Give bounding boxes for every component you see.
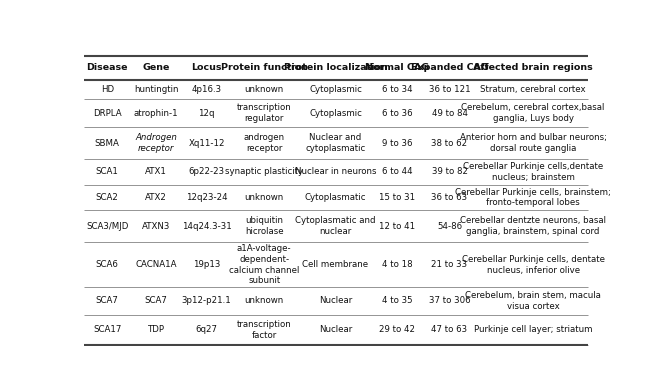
Text: 36 to 121: 36 to 121 xyxy=(429,85,470,94)
Text: 4p16.3: 4p16.3 xyxy=(191,85,221,94)
Text: Cerebellar dentzte neurons, basal
ganglia, brainstem, spinal cord: Cerebellar dentzte neurons, basal gangli… xyxy=(460,216,606,236)
Text: Disease: Disease xyxy=(86,63,128,72)
Text: ATX2: ATX2 xyxy=(145,193,167,202)
Text: SBMA: SBMA xyxy=(95,138,120,148)
Text: 12q: 12q xyxy=(198,109,215,118)
Text: 38 to 62: 38 to 62 xyxy=(432,138,468,148)
Text: atrophin-1: atrophin-1 xyxy=(134,109,179,118)
Text: 6q27: 6q27 xyxy=(196,325,217,334)
Text: Protein localization: Protein localization xyxy=(284,63,387,72)
Text: unknown: unknown xyxy=(245,85,284,94)
Text: Nuclear: Nuclear xyxy=(319,296,352,305)
Text: Cerebellar Purkinje cells,dentate
nucleus; brainstem: Cerebellar Purkinje cells,dentate nucleu… xyxy=(463,162,603,182)
Text: 12 to 41: 12 to 41 xyxy=(379,222,415,231)
Text: 12q23-24: 12q23-24 xyxy=(186,193,227,202)
Text: 4 to 18: 4 to 18 xyxy=(382,260,413,269)
Text: SCA7: SCA7 xyxy=(145,296,168,305)
Text: Expanded CAG: Expanded CAG xyxy=(411,63,489,72)
Text: DRPLA: DRPLA xyxy=(93,109,122,118)
Text: HD: HD xyxy=(101,85,114,94)
Text: CACNA1A: CACNA1A xyxy=(136,260,177,269)
Text: SCA3/MJD: SCA3/MJD xyxy=(86,222,128,231)
Text: 6p22-23: 6p22-23 xyxy=(189,167,225,177)
Text: 6 to 36: 6 to 36 xyxy=(382,109,413,118)
Text: Purkinje cell layer; striatum: Purkinje cell layer; striatum xyxy=(474,325,592,334)
Text: transcription
factor: transcription factor xyxy=(237,320,291,340)
Text: 47 to 63: 47 to 63 xyxy=(432,325,468,334)
Text: SCA2: SCA2 xyxy=(96,193,119,202)
Text: 6 to 34: 6 to 34 xyxy=(382,85,413,94)
Text: SCA7: SCA7 xyxy=(96,296,119,305)
Text: 14q24.3-31: 14q24.3-31 xyxy=(181,222,231,231)
Text: unknown: unknown xyxy=(245,193,284,202)
Text: 15 to 31: 15 to 31 xyxy=(379,193,415,202)
Text: 54-86: 54-86 xyxy=(437,222,462,231)
Text: ATXN3: ATXN3 xyxy=(142,222,170,231)
Text: synaptic plasticity: synaptic plasticity xyxy=(225,167,303,177)
Text: androgen
receptor: androgen receptor xyxy=(244,133,285,153)
Text: Cytoplasmatic: Cytoplasmatic xyxy=(305,193,366,202)
Text: ubiquitin
hicrolase: ubiquitin hicrolase xyxy=(245,216,284,236)
Text: TDP: TDP xyxy=(148,325,164,334)
Text: transcription
regulator: transcription regulator xyxy=(237,103,291,123)
Text: SCA6: SCA6 xyxy=(96,260,119,269)
Text: Cell membrane: Cell membrane xyxy=(303,260,369,269)
Text: SCA1: SCA1 xyxy=(96,167,119,177)
Text: 21 to 33: 21 to 33 xyxy=(432,260,468,269)
Text: Cytoplasmatic and
nuclear: Cytoplasmatic and nuclear xyxy=(295,216,376,236)
Text: SCA17: SCA17 xyxy=(93,325,121,334)
Text: 37 to 306: 37 to 306 xyxy=(429,296,470,305)
Text: Gene: Gene xyxy=(143,63,170,72)
Text: 19p13: 19p13 xyxy=(193,260,220,269)
Text: 49 to 84: 49 to 84 xyxy=(432,109,468,118)
Text: 6 to 44: 6 to 44 xyxy=(382,167,413,177)
Text: Stratum, cerebral cortex: Stratum, cerebral cortex xyxy=(480,85,586,94)
Text: Anterior horn and bulbar neurons;
dorsal route ganglia: Anterior horn and bulbar neurons; dorsal… xyxy=(460,133,607,153)
Text: 4 to 35: 4 to 35 xyxy=(382,296,413,305)
Text: Cerebellar Purkinje cells, dentate
nucleus, inferior olive: Cerebellar Purkinje cells, dentate nucle… xyxy=(462,255,605,275)
Text: Nuclear in neurons: Nuclear in neurons xyxy=(295,167,376,177)
Text: Nuclear: Nuclear xyxy=(319,325,352,334)
Text: Androgen
receptor: Androgen receptor xyxy=(136,133,177,153)
Text: a1A-voltage-
dependent-
calcium channel
subunit: a1A-voltage- dependent- calcium channel … xyxy=(229,244,299,286)
Text: huntingtin: huntingtin xyxy=(134,85,178,94)
Text: 9 to 36: 9 to 36 xyxy=(382,138,413,148)
Text: Cerebelum, cerebral cortex,basal
ganglia, Luys body: Cerebelum, cerebral cortex,basal ganglia… xyxy=(461,103,605,123)
Text: Nuclear and
cytoplasmatic: Nuclear and cytoplasmatic xyxy=(305,133,365,153)
Text: 39 to 82: 39 to 82 xyxy=(432,167,468,177)
Text: unknown: unknown xyxy=(245,296,284,305)
Text: ATX1: ATX1 xyxy=(145,167,167,177)
Text: Xq11-12: Xq11-12 xyxy=(189,138,225,148)
Text: Normal CAG: Normal CAG xyxy=(365,63,429,72)
Text: 36 to 63: 36 to 63 xyxy=(432,193,468,202)
Text: 29 to 42: 29 to 42 xyxy=(379,325,415,334)
Text: Locus: Locus xyxy=(191,63,222,72)
Text: 3p12-p21.1: 3p12-p21.1 xyxy=(181,296,231,305)
Text: Cerebellar Purkinje cells, brainstem;
fronto-temporal lobes: Cerebellar Purkinje cells, brainstem; fr… xyxy=(455,187,611,207)
Text: Cytoplasmic: Cytoplasmic xyxy=(309,85,362,94)
Text: Cytoplasmic: Cytoplasmic xyxy=(309,109,362,118)
Text: Protein function: Protein function xyxy=(221,63,308,72)
Text: Affected brain regions: Affected brain regions xyxy=(473,63,593,72)
Text: Cerebelum, brain stem, macula
visua cortex: Cerebelum, brain stem, macula visua cort… xyxy=(465,291,601,311)
